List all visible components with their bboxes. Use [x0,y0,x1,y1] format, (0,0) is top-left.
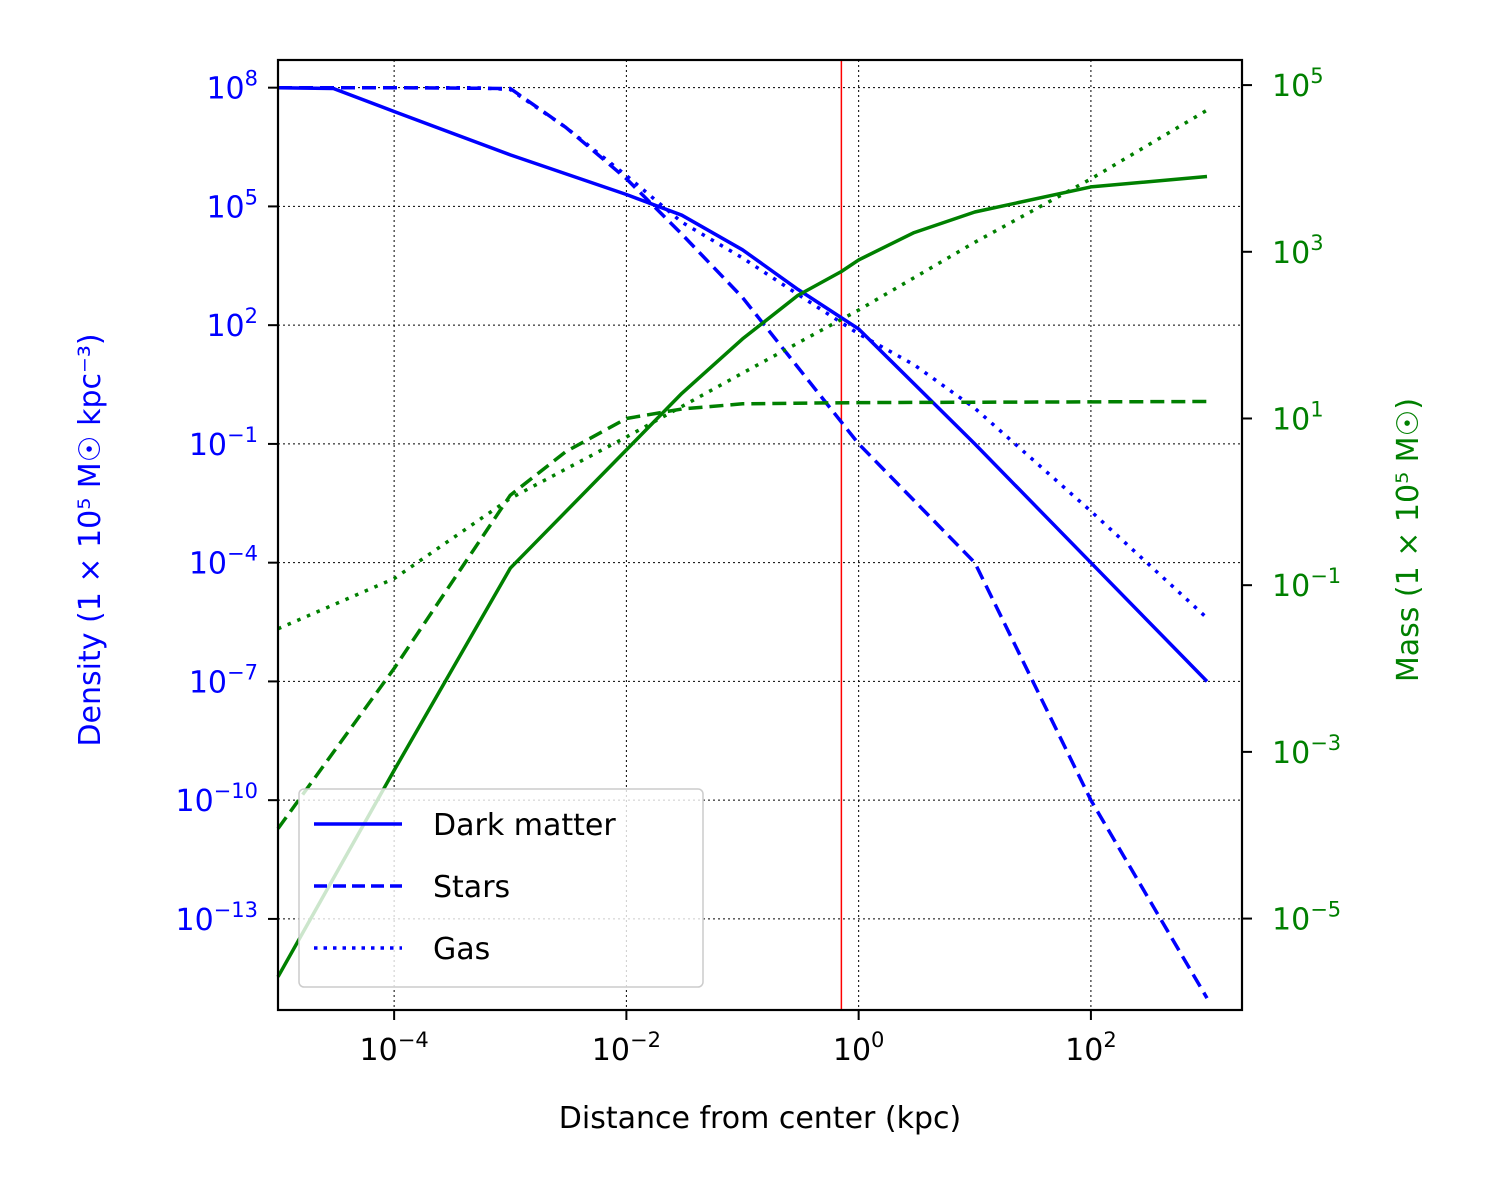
right-tick-label-0: 105 [1272,64,1324,104]
x-tick-label-0: 10−4 [360,1028,429,1068]
right-axis-ticks: 105 103 101 10−1 10−3 10−5 [1242,64,1341,938]
legend-label-stars: Stars [433,870,510,905]
right-tick-label-2: 101 [1272,397,1324,437]
left-axis-title: Density (1 × 10⁵ M☉ kpc⁻³) [73,333,108,746]
left-tick-label-0: 108 [206,67,258,107]
plot-frame [276,58,1244,1012]
x-tick-label-2: 100 [833,1028,885,1068]
series-density-dotted [278,85,1209,620]
right-axis-title: Mass (1 × 10⁵ M☉) [1391,398,1426,682]
series-density-solid [277,85,1209,683]
legend-label-gas: Gas [433,932,490,967]
x-tick-label-1: 10−2 [592,1028,661,1068]
left-axis-ticks: 108 105 102 10−1 10−4 10−7 10−10 10−13 [175,67,278,938]
series-mass-dashed [276,399,1208,830]
x-tick-label-3: 102 [1065,1028,1117,1068]
right-tick-label-1: 103 [1272,231,1324,271]
left-tick-label-5: 10−7 [189,660,258,700]
left-tick-label-6: 10−10 [175,779,258,819]
right-tick-label-3: 10−1 [1272,564,1341,604]
left-tick-label-3: 10−1 [189,423,258,463]
series-density-dashed [278,85,1209,999]
legend-label-dark-matter: Dark matter [433,808,616,843]
left-tick-label-1: 105 [206,185,258,225]
right-tick-label-4: 10−3 [1272,731,1341,771]
legend: Dark matter Stars Gas [298,788,704,988]
plot-series [276,85,1209,999]
x-axis-title: Distance from center (kpc) [559,1101,961,1136]
series-mass-solid [276,174,1208,978]
left-tick-label-4: 10−4 [189,542,258,582]
left-tick-label-2: 102 [206,304,258,344]
right-tick-label-5: 10−5 [1272,898,1341,938]
series-mass-dotted [277,108,1208,631]
x-axis-ticks: 10−4 10−2 100 102 [360,1010,1117,1068]
legend-box [298,788,704,988]
left-tick-label-7: 10−13 [175,898,258,938]
